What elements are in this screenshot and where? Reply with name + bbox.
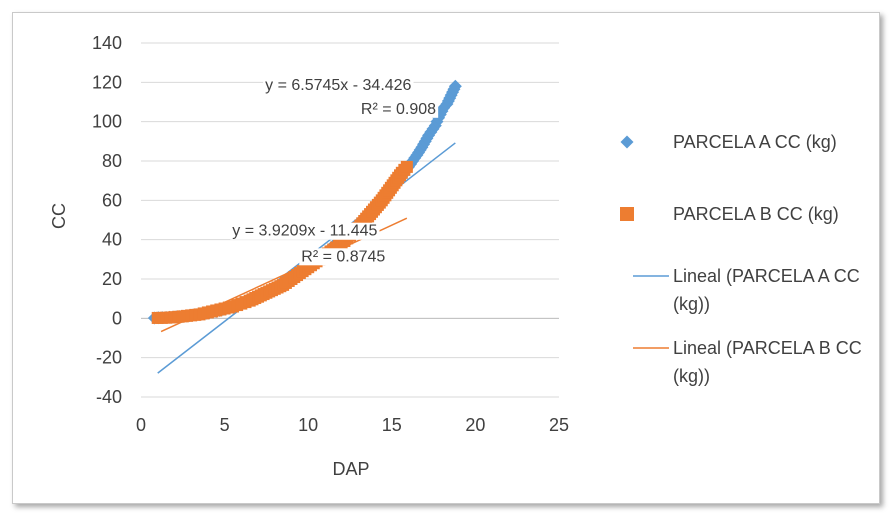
trendline-equation: y = 3.9209x - 11.445 xyxy=(230,222,380,240)
legend-item: Lineal (PARCELA B CC (kg)) xyxy=(633,338,862,386)
equation-background xyxy=(358,100,439,118)
trendline-equation: R² = 0.8745 xyxy=(299,248,388,266)
y-axis-title: CC xyxy=(49,203,69,229)
y-tick-label: 20 xyxy=(102,269,122,289)
legend-label: (kg)) xyxy=(673,366,710,386)
y-tick-label: 100 xyxy=(92,112,122,132)
legend-marker-square xyxy=(620,207,634,221)
legend-label: PARCELA A CC (kg) xyxy=(673,132,837,152)
y-tick-label: 0 xyxy=(112,308,122,328)
x-axis-title: DAP xyxy=(332,459,369,479)
legend-label: Lineal (PARCELA A CC xyxy=(673,266,860,286)
y-tick-label: -40 xyxy=(96,387,122,407)
y-tick-label: 140 xyxy=(92,33,122,53)
legend-item: PARCELA A CC (kg) xyxy=(620,132,837,152)
y-tick-labels: -40 -20 0 20 40 60 80 100 120 140 xyxy=(92,33,122,407)
legend-item: Lineal (PARCELA A CC (kg)) xyxy=(633,266,860,314)
data-point xyxy=(448,79,462,93)
x-tick-labels: 0 5 10 15 20 25 xyxy=(136,415,569,435)
y-tick-label: 80 xyxy=(102,151,122,171)
equation-text: R² = 0.8745 xyxy=(301,248,385,265)
legend: PARCELA A CC (kg) PARCELA B CC (kg) Lineal… xyxy=(620,132,862,386)
y-tick-label: 120 xyxy=(92,72,122,92)
trendline-equations: y = 6.5745x - 34.426 R² = 0.908 y = 3.9209… xyxy=(230,77,439,266)
data-point xyxy=(400,160,413,173)
x-tick-label: 15 xyxy=(382,415,402,435)
equation-background xyxy=(263,77,414,95)
equation-text: y = 6.5745x - 34.426 xyxy=(265,77,411,94)
x-tick-label: 5 xyxy=(220,415,230,435)
legend-label: (kg)) xyxy=(673,294,710,314)
chart-frame: -40 -20 0 20 40 60 80 100 120 140 0 5 10 15 20 25 y = … xyxy=(12,12,880,504)
y-tick-label: 60 xyxy=(102,190,122,210)
x-tick-label: 20 xyxy=(465,415,485,435)
equation-background xyxy=(230,222,380,240)
equation-text: y = 3.9209x - 11.445 xyxy=(232,223,377,240)
scatter-chart: -40 -20 0 20 40 60 80 100 120 140 0 5 10 15 20 25 y = … xyxy=(49,33,862,479)
equation-text: R² = 0.908 xyxy=(361,101,436,118)
equation-background xyxy=(299,248,388,266)
x-tick-label: 0 xyxy=(136,415,146,435)
legend-item: PARCELA B CC (kg) xyxy=(620,204,839,224)
x-tick-label: 25 xyxy=(549,415,569,435)
y-tick-label: -20 xyxy=(96,348,122,368)
y-tick-label: 40 xyxy=(102,230,122,250)
legend-label: Lineal (PARCELA B CC xyxy=(673,338,862,358)
x-tick-label: 10 xyxy=(298,415,318,435)
legend-label: PARCELA B CC (kg) xyxy=(673,204,839,224)
gridlines xyxy=(141,42,559,398)
trendline-equation: R² = 0.908 xyxy=(358,100,439,118)
trendline-equation: y = 6.5745x - 34.426 xyxy=(263,77,414,95)
legend-marker-diamond xyxy=(620,135,634,149)
